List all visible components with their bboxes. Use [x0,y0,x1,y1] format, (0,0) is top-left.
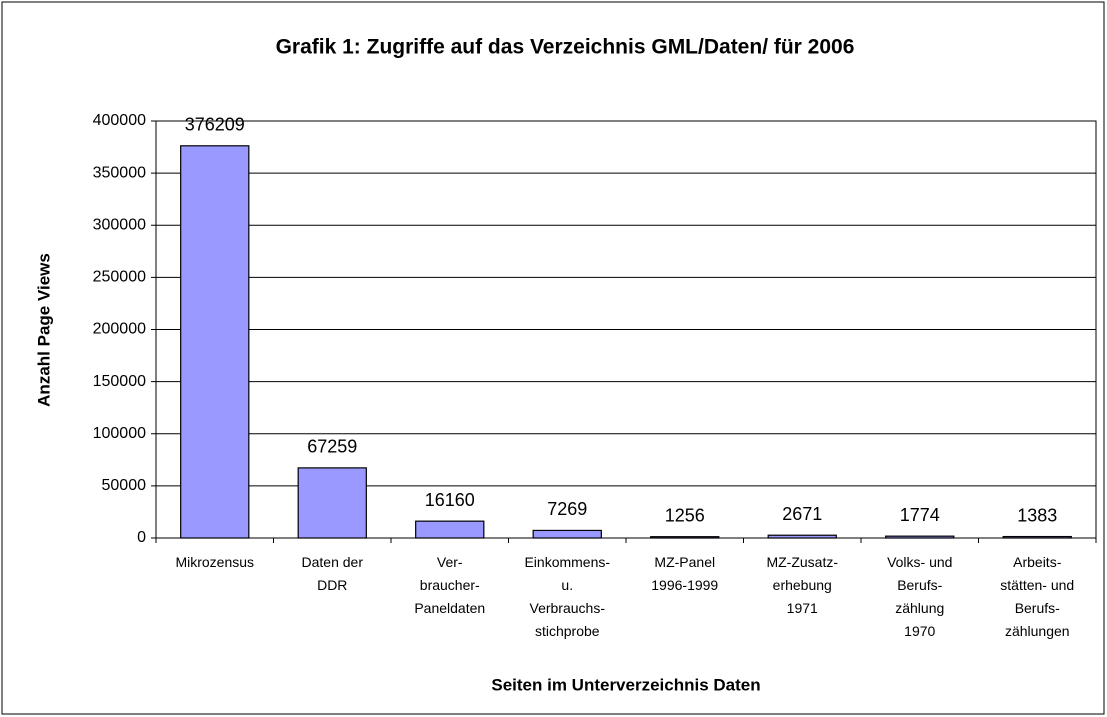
y-tick-label: 0 [137,529,146,546]
x-tick-label: MZ-Zusatz-erhebung 1971 [766,554,838,616]
x-tick-label-line: Daten der [302,554,364,570]
bar [532,529,602,539]
value-label: 1256 [665,505,705,525]
x-tick-label-line: 1996-1999 [651,577,718,593]
y-tick-label: 350000 [93,164,146,181]
x-tick-label: Mikrozensus [175,554,254,570]
x-tick-label-line: u. [561,577,573,593]
value-label: 7269 [547,499,587,519]
x-tick-label-line: MZ-Panel [654,554,715,570]
y-tick-label: 50000 [102,477,147,494]
x-tick-label-line: Berufs- [1015,600,1060,616]
x-tick-label-line: erhebung [773,577,832,593]
y-axis-title: Anzahl Page Views [34,253,53,407]
x-tick-label-line: Berufs- [897,577,942,593]
x-tick-label-line: Verbrauchs- [530,600,606,616]
bar [1002,535,1072,539]
x-tick-label: MZ-Panel 1996-1999 [651,554,718,593]
bar [180,145,250,539]
x-tick-label-line: Volks- und [887,554,952,570]
y-tick-label: 150000 [93,373,146,390]
y-tick-label: 250000 [93,269,146,286]
x-tick-label-line: 1970 [904,623,935,639]
value-label: 376209 [185,115,245,135]
value-label: 67259 [307,437,357,457]
value-label: 16160 [425,490,475,510]
x-axis-title: Seiten im Unterverzeichnis Daten [491,675,760,694]
x-tick-label-line: stätten- und [1000,577,1074,593]
y-tick-label: 400000 [93,112,146,129]
x-tick-label-line: Paneldaten [414,600,485,616]
x-tick-label-line: Mikrozensus [175,554,254,570]
y-tick-label: 100000 [93,425,146,442]
x-tick-label: Volks- und Berufs-zählung 1970 [887,554,952,639]
y-tick-label: 300000 [93,216,146,233]
x-tick-label: Ver-braucher- Paneldaten [414,554,485,616]
x-tick-label: Einkommens-u. Verbrauchs-stichprobe [524,554,610,639]
x-tick-label-line: braucher- [420,577,480,593]
value-label: 2671 [782,504,822,524]
x-tick-label-line: Einkommens- [524,554,610,570]
x-tick-label-line: DDR [317,577,347,593]
bar [415,520,485,539]
x-tick-label: Daten der DDR [302,554,364,593]
x-tick-label: Arbeits-stätten- und Berufs-zählungen [1000,554,1074,639]
bar [650,536,720,539]
y-tick-label: 200000 [93,321,146,338]
x-tick-label-line: 1971 [787,600,818,616]
x-tick-label-line: zählungen [1005,623,1070,639]
bar [767,534,837,539]
bar [885,535,955,539]
x-tick-label-line: zählung [895,600,944,616]
value-label: 1383 [1017,505,1057,525]
x-tick-label-line: MZ-Zusatz- [766,554,838,570]
x-tick-label-line: stichprobe [535,623,600,639]
bar [297,467,367,539]
chart-title: Grafik 1: Zugriffe auf das Verzeichnis G… [276,36,855,59]
value-label: 1774 [900,505,940,525]
x-tick-label-line: Arbeits- [1013,554,1062,570]
x-tick-label-line: Ver- [437,554,463,570]
